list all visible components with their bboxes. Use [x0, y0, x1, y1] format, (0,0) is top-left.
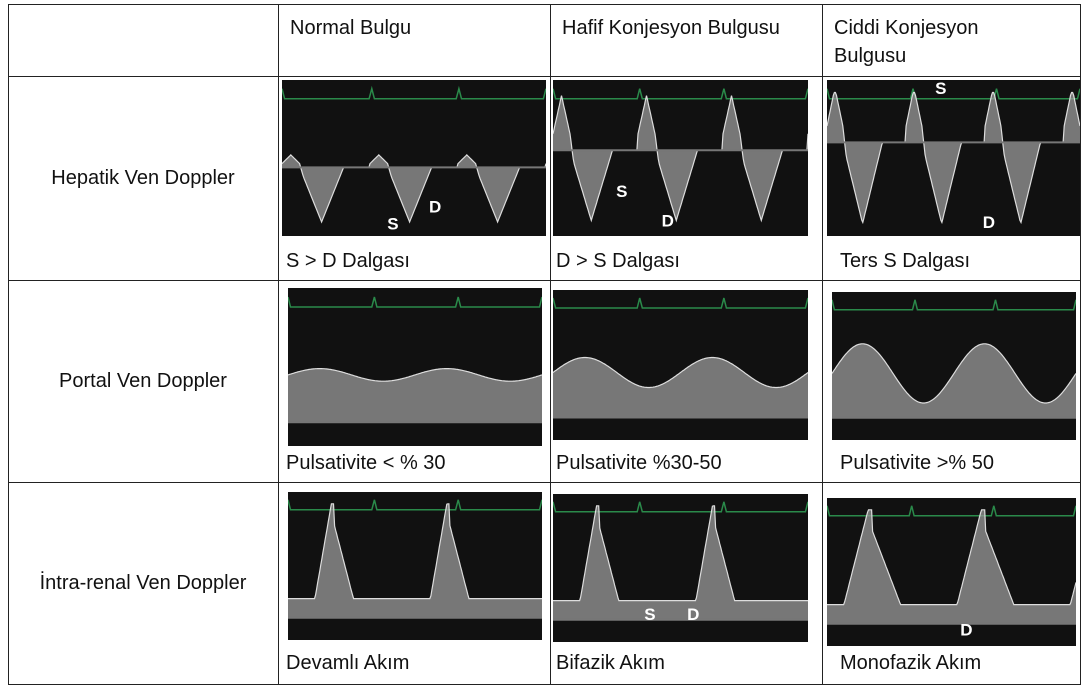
doppler-image: [288, 492, 542, 640]
caption: Pulsativite %30-50: [556, 452, 722, 475]
wave-marker: S: [387, 215, 398, 234]
doppler-image: [553, 290, 808, 440]
table-cell: [8, 4, 279, 77]
row-label: Portal Ven Doppler: [8, 280, 278, 482]
row-label: Hepatik Ven Doppler: [8, 76, 278, 280]
wave-marker: D: [429, 197, 441, 216]
wave-marker: D: [960, 621, 972, 640]
doppler-image: SD: [553, 80, 808, 236]
caption: Monofazik Akım: [840, 652, 981, 675]
column-header: Normal Bulgu: [290, 14, 522, 42]
wave-marker: D: [983, 213, 995, 232]
wave-marker: S: [616, 182, 627, 201]
caption: Bifazik Akım: [556, 652, 665, 675]
column-header: Ciddi Konjesyon Bulgusu: [834, 14, 1052, 70]
caption: S > D Dalgası: [286, 250, 410, 273]
doppler-image: D: [827, 498, 1076, 646]
column-header: Hafif Konjesyon Bulgusu: [562, 14, 794, 42]
doppler-table: Normal Bulgu Hafif Konjesyon Bulgusu Ciddi…: [0, 0, 1088, 688]
caption: D > S Dalgası: [556, 250, 680, 273]
caption: Pulsativite >% 50: [840, 452, 994, 475]
row-label: İntra-renal Ven Doppler: [8, 482, 278, 684]
wave-marker: S: [935, 80, 946, 98]
wave-marker: D: [662, 211, 674, 230]
wave-marker: D: [687, 605, 699, 624]
caption: Devamlı Akım: [286, 652, 409, 675]
wave-marker: S: [644, 605, 655, 624]
doppler-image: [288, 288, 542, 446]
doppler-image: SD: [827, 80, 1080, 236]
caption: Pulsativite < % 30: [286, 452, 446, 475]
doppler-image: SD: [282, 80, 546, 236]
doppler-image: [832, 292, 1076, 440]
caption: Ters S Dalgası: [840, 250, 970, 273]
